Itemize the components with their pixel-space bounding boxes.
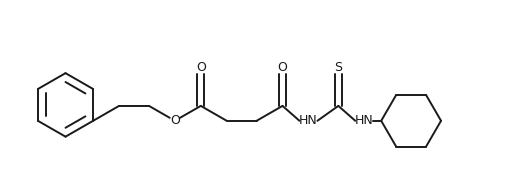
Text: HN: HN bbox=[354, 114, 373, 127]
Text: O: O bbox=[195, 61, 206, 74]
Text: S: S bbox=[334, 61, 342, 74]
Text: O: O bbox=[170, 114, 179, 127]
Text: O: O bbox=[277, 61, 287, 74]
Text: HN: HN bbox=[298, 114, 317, 127]
